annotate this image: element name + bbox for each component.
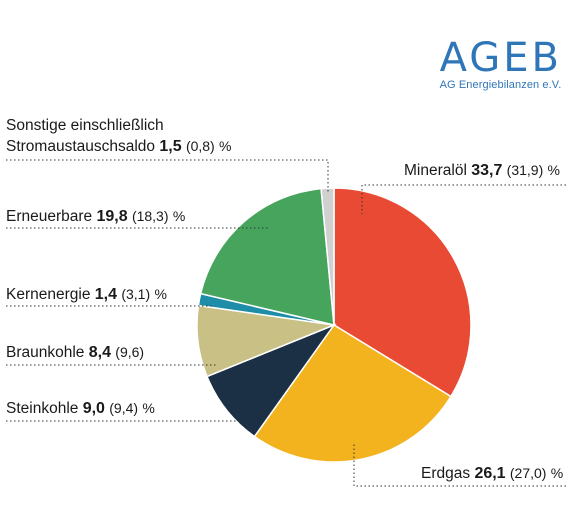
label-steinkohle-name: Steinkohle [6, 400, 79, 417]
logo-name: AGEB [439, 35, 562, 81]
ageb-logo: AGEB AG Energiebilanzen e.V. [440, 38, 562, 91]
pie-slices [196, 187, 472, 463]
label-kernenergie-unit: % [154, 286, 167, 302]
label-sonstige-value: 1,5 [159, 138, 182, 155]
label-erneuerbare-name: Erneuerbare [6, 208, 93, 225]
label-erdgas-prev: (27,0) [509, 465, 547, 481]
pie-slice-erneuerbare [199, 187, 335, 326]
label-braunkohle-value: 8,4 [88, 344, 111, 361]
label-kernenergie-prev: (3,1) [121, 286, 151, 302]
label-mineraloel-name: Mineralöl [404, 162, 467, 179]
label-kernenergie-value: 1,4 [94, 286, 118, 303]
label-sonstige-unit: % [219, 138, 232, 154]
label-sonstige-prev: (0,8) [185, 138, 215, 154]
label-sonstige: Sonstige einschließlich Stromaustauschsa… [6, 116, 232, 157]
leader-line-mineraloel [361, 184, 566, 214]
leader-lines [6, 159, 566, 487]
label-braunkohle: Braunkohle 8,4 (9,6) [6, 342, 144, 363]
label-erdgas: Erdgas 26,1 (27,0) % [421, 463, 563, 484]
label-steinkohle: Steinkohle 9,0 (9,4) % [6, 398, 155, 419]
label-mineraloel-value: 33,7 [471, 162, 503, 179]
label-kernenergie-name: Kernenergie [6, 286, 91, 303]
label-mineraloel: Mineralöl 33,7 (31,9) % [404, 160, 560, 181]
label-steinkohle-prev: (9,4) [109, 400, 139, 416]
label-steinkohle-value: 9,0 [82, 400, 105, 417]
label-mineraloel-prev: (31,9) [506, 162, 544, 178]
label-braunkohle-name: Braunkohle [6, 344, 85, 361]
label-erneuerbare-prev: (18,3) [131, 208, 169, 224]
pie-slice-mineraloel [333, 187, 472, 398]
leader-line-sonstige [6, 159, 329, 192]
label-erdgas-value: 26,1 [474, 465, 506, 482]
label-steinkohle-unit: % [142, 400, 155, 416]
pie-slice-sonstige [320, 187, 335, 326]
label-mineraloel-unit: % [547, 162, 560, 178]
label-sonstige-line1: Sonstige einschließlich [6, 117, 164, 134]
label-erneuerbare-value: 19,8 [96, 208, 128, 225]
label-erneuerbare-unit: % [172, 208, 186, 224]
label-erdgas-name: Erdgas [421, 465, 471, 482]
pie-slice-erdgas [253, 323, 452, 463]
leader-line-erdgas [353, 442, 566, 487]
label-erdgas-unit: % [550, 465, 564, 481]
label-kernenergie: Kernenergie 1,4 (3,1) % [6, 284, 167, 305]
label-braunkohle-prev: (9,6) [115, 344, 145, 360]
logo-subtitle: AG Energiebilanzen e.V. [439, 79, 562, 91]
label-erneuerbare: Erneuerbare 19,8 (18,3) % [6, 206, 185, 227]
label-sonstige-name: Stromaustauschsaldo [6, 138, 156, 155]
